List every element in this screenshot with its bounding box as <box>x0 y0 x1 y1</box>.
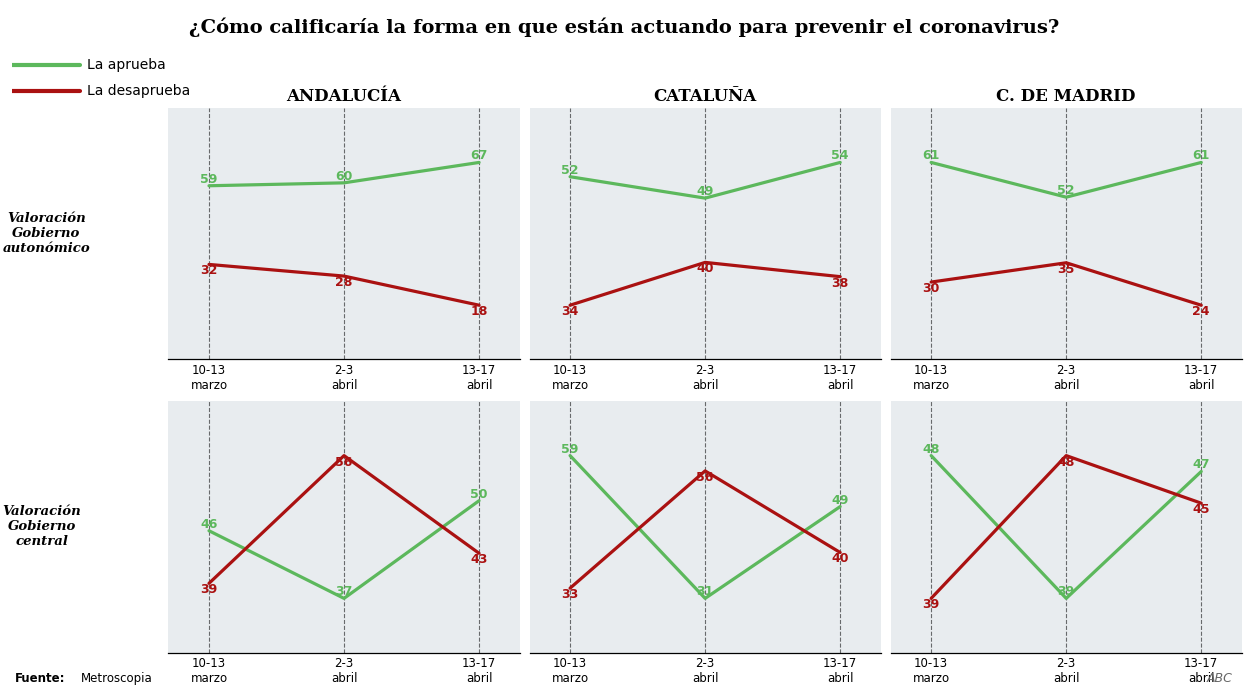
Text: 48: 48 <box>922 443 940 456</box>
Text: 18: 18 <box>470 305 488 318</box>
Text: 49: 49 <box>831 493 849 507</box>
Text: 31: 31 <box>696 586 714 598</box>
Text: 30: 30 <box>922 282 940 295</box>
Text: ¿Cómo calificaría la forma en que están actuando para prevenir el coronavirus?: ¿Cómo calificaría la forma en que están … <box>188 17 1060 37</box>
Text: 59: 59 <box>562 443 579 456</box>
Text: 61: 61 <box>922 149 940 163</box>
Text: Valoración
Gobierno
central: Valoración Gobierno central <box>2 505 81 549</box>
Text: 38: 38 <box>831 276 849 290</box>
Text: 46: 46 <box>201 518 217 530</box>
Text: 54: 54 <box>831 149 849 163</box>
Text: 33: 33 <box>562 588 579 601</box>
Title: C. DE MADRID: C. DE MADRID <box>996 88 1136 105</box>
Text: 37: 37 <box>336 586 353 598</box>
Text: 59: 59 <box>201 172 217 186</box>
Text: 56: 56 <box>696 471 714 484</box>
Text: 56: 56 <box>336 456 353 468</box>
Text: 35: 35 <box>1057 262 1075 276</box>
Text: 48: 48 <box>1057 456 1075 468</box>
Text: 61: 61 <box>1193 149 1209 163</box>
Text: 49: 49 <box>696 185 714 198</box>
Text: 40: 40 <box>696 262 714 276</box>
Text: 45: 45 <box>1193 503 1211 517</box>
Text: 39: 39 <box>922 598 940 611</box>
Text: 32: 32 <box>201 265 217 277</box>
Text: 43: 43 <box>470 554 488 566</box>
Text: 34: 34 <box>562 305 579 318</box>
Title: ANDALUCÍA: ANDALUCÍA <box>287 88 402 105</box>
Text: 67: 67 <box>470 149 488 163</box>
Text: Fuente:: Fuente: <box>15 672 65 685</box>
Text: Valoración
Gobierno
autonómico: Valoración Gobierno autonómico <box>2 212 90 255</box>
Text: La desaprueba: La desaprueba <box>87 84 191 98</box>
Text: 39: 39 <box>201 584 217 596</box>
Text: 40: 40 <box>831 553 849 565</box>
Text: 24: 24 <box>1193 305 1211 318</box>
Text: 52: 52 <box>1057 184 1075 197</box>
Text: La aprueba: La aprueba <box>87 57 166 72</box>
Text: 39: 39 <box>1057 586 1075 598</box>
Text: 50: 50 <box>470 488 488 500</box>
Text: 52: 52 <box>562 164 579 177</box>
Text: 47: 47 <box>1193 459 1211 471</box>
Text: 28: 28 <box>336 276 353 289</box>
Title: CATALUÑA: CATALUÑA <box>654 88 756 105</box>
Text: Metroscopia: Metroscopia <box>81 672 152 685</box>
Text: 60: 60 <box>336 170 353 183</box>
Text: ABC: ABC <box>1207 672 1233 685</box>
